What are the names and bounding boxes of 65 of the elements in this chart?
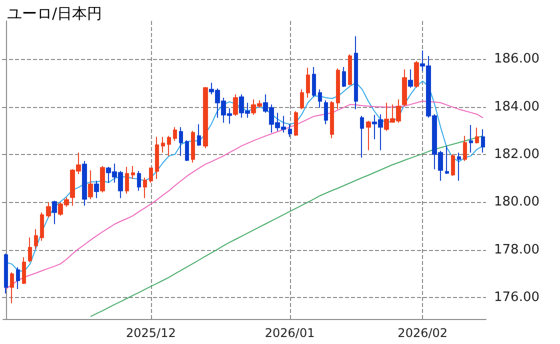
x-tick-label: 2026/02	[398, 326, 448, 340]
candlestick	[463, 135, 467, 162]
candlestick	[342, 66, 346, 88]
candlestick	[354, 36, 358, 110]
candlestick	[203, 86, 208, 149]
candlestick	[82, 160, 87, 206]
y-tick-label: 184.00	[494, 99, 540, 114]
candlestick	[475, 127, 479, 144]
candlestick	[161, 136, 165, 154]
candlestick	[288, 124, 292, 138]
line-series	[6, 80, 484, 272]
candlestick	[457, 152, 461, 182]
y-tick-label: 186.00	[494, 52, 540, 67]
candlestick	[414, 60, 419, 88]
candlestick	[100, 165, 105, 193]
candlestick	[330, 100, 334, 139]
candlestick	[52, 200, 57, 225]
candlestick	[94, 180, 99, 199]
candlestick	[131, 165, 135, 180]
line-series	[90, 135, 484, 318]
candlestick	[348, 54, 352, 86]
candlestick	[167, 135, 171, 156]
candlestick	[88, 170, 93, 200]
y-tick-label: 178.00	[494, 242, 540, 258]
candlestick	[318, 88, 322, 108]
candlestick	[22, 256, 26, 284]
candlestick	[312, 66, 316, 98]
candlestick	[306, 67, 310, 98]
candlestick	[16, 266, 20, 290]
candlestick	[46, 202, 51, 218]
candlestick	[34, 228, 38, 250]
candlestick	[451, 154, 455, 176]
candlestick	[149, 167, 153, 184]
y-tick-label: 180.00	[494, 194, 540, 210]
candlestick	[402, 68, 407, 107]
line-series	[6, 100, 484, 290]
chart-title: ユーロ/日本円	[7, 4, 102, 22]
candlestick	[125, 166, 129, 194]
candlestick	[294, 110, 298, 136]
candlestick	[155, 136, 159, 180]
candlestick	[336, 68, 340, 110]
candlestick	[185, 140, 189, 162]
candlestick	[28, 236, 32, 263]
candlestick	[173, 126, 177, 142]
candlestick	[445, 145, 449, 175]
candlestick	[10, 272, 14, 304]
candlestick	[300, 88, 304, 110]
candlestick	[40, 212, 44, 242]
candlestick	[4, 253, 8, 294]
candlestick	[481, 128, 485, 154]
candlestick	[143, 177, 147, 199]
candlestick	[360, 115, 364, 158]
candlestick	[408, 68, 413, 88]
candlestick	[137, 170, 141, 192]
candlestick	[233, 94, 238, 116]
candlestick	[324, 100, 328, 125]
candlestick	[197, 124, 201, 146]
x-tick-label: 2026/01	[264, 326, 315, 340]
y-tick-label: 182.00	[494, 147, 540, 162]
x-tick-label: 2025/12	[126, 326, 176, 340]
candlestick	[366, 120, 371, 151]
candlestick	[179, 126, 183, 156]
y-tick-label: 176.00	[494, 290, 540, 306]
candlestick	[469, 124, 473, 154]
candlestick	[191, 130, 195, 164]
